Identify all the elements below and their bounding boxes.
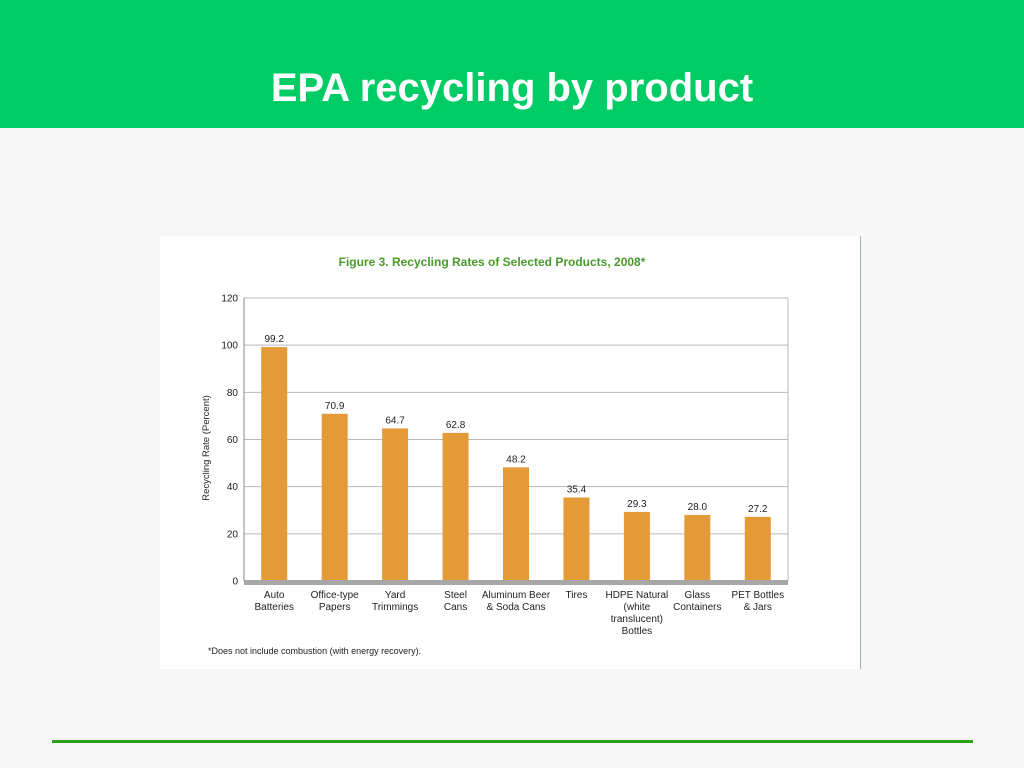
x-tick-label: HDPE Natural (white translucent) Bottles [605, 590, 668, 637]
data-label: 35.4 [567, 485, 587, 496]
x-tick-label: Office-type Papers [311, 590, 360, 613]
chart-footnote: *Does not include combustion (with energ… [208, 646, 421, 656]
y-axis-label: Recycling Rate (Percent) [201, 395, 212, 501]
x-tick-label: Aluminum Beer & Soda Cans [482, 590, 551, 613]
bar [503, 467, 529, 581]
data-label: 99.2 [264, 334, 284, 345]
bar [321, 413, 348, 581]
y-tick-label: 120 [221, 294, 238, 305]
slide-header [0, 0, 1024, 128]
bar [744, 516, 771, 581]
x-axis-baseline [244, 580, 788, 585]
x-tick-label: Tires [566, 590, 588, 601]
x-tick-label: Yard Trimmings [372, 590, 418, 613]
data-label: 62.8 [446, 420, 466, 431]
data-label: 29.3 [627, 499, 647, 510]
axes: 0 20 40 60 80 100 120 Auto Batteries Office-type P… [221, 294, 789, 637]
y-tick-label: 80 [227, 388, 239, 399]
bar [563, 497, 590, 581]
y-tick-label: 0 [232, 577, 238, 588]
data-label: 64.7 [385, 415, 405, 426]
figure-border-line [860, 236, 861, 669]
bar [261, 347, 288, 581]
x-tick-label: PET Bottles & Jars [731, 590, 784, 613]
x-tick-label: Glass Containers [673, 590, 721, 613]
x-tick-label: Steel Cans [444, 590, 467, 613]
recycling-bar-chart: Figure 3. Recycling Rates of Selected Pr… [201, 255, 789, 656]
data-label: 70.9 [325, 401, 345, 412]
y-tick-label: 40 [227, 482, 239, 493]
bar [382, 428, 409, 581]
bar [684, 514, 711, 581]
data-label: 48.2 [506, 454, 526, 465]
footer-divider [52, 740, 973, 743]
chart-title: Figure 3. Recycling Rates of Selected Pr… [339, 255, 646, 269]
slide-title: EPA recycling by product [270, 66, 754, 110]
bar [442, 432, 469, 581]
data-label: 28.0 [688, 502, 708, 513]
y-tick-label: 20 [227, 529, 239, 540]
y-tick-label: 60 [227, 435, 239, 446]
x-tick-label: Auto Batteries [254, 590, 293, 613]
bar [623, 511, 650, 581]
y-tick-label: 100 [221, 341, 238, 352]
data-label: 27.2 [748, 504, 768, 515]
bars: 99.2 70.9 64.7 62.8 48.2 35.4 29.3 28.0 27.2 [261, 334, 771, 581]
